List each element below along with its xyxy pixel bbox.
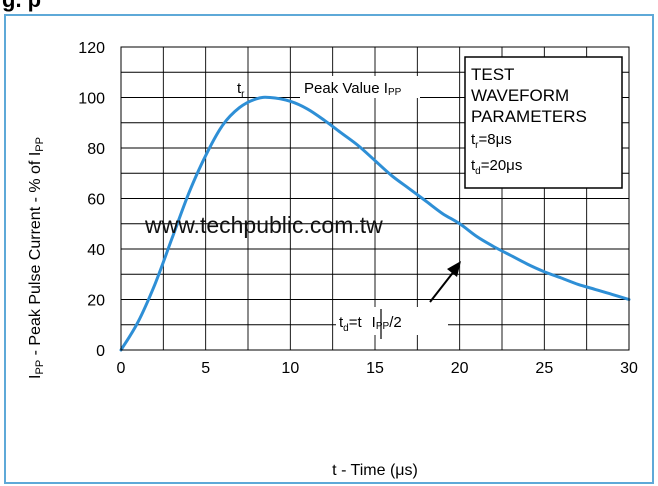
y-tick-label: 100 xyxy=(78,91,105,108)
legend-tr-param: tr=8μs xyxy=(471,131,512,151)
tr-annotation: tr xyxy=(237,80,245,100)
y-tick-labels: 0 20 40 60 80 100 120 xyxy=(78,40,105,360)
legend-box: TEST WAVEFORM PARAMETERS tr=8μs td=20μs xyxy=(464,56,623,189)
cropped-header-text: g. p xyxy=(2,0,41,13)
x-tick-label: 5 xyxy=(201,360,210,377)
x-tick-labels: 0 5 10 15 20 25 30 xyxy=(117,360,638,377)
td-annotation: td=t IPP/2 xyxy=(339,314,402,334)
td-label-background xyxy=(336,307,448,335)
legend-line-1: TEST xyxy=(471,65,514,84)
series-layer xyxy=(119,95,631,352)
x-tick-label: 25 xyxy=(535,360,553,377)
legend-td-param: td=20μs xyxy=(471,157,522,177)
y-tick-label: 80 xyxy=(87,141,105,158)
td-arrow-head xyxy=(447,261,461,277)
y-tick-label: 60 xyxy=(87,192,105,209)
peak-label-background xyxy=(300,76,420,98)
x-tick-label: 20 xyxy=(451,360,469,377)
x-tick-label: 15 xyxy=(366,360,384,377)
x-tick-label: 10 xyxy=(281,360,299,377)
x-tick-label: 30 xyxy=(620,360,638,377)
header-strip: g. p xyxy=(0,0,440,13)
legend-line-2: WAVEFORM xyxy=(471,86,569,105)
peak-value-annotation: Peak Value IPP xyxy=(304,80,402,98)
y-axis-title: IPP - Peak Pulse Current - % of IPP xyxy=(27,137,46,379)
watermark-text: www.techpublic.com.tw xyxy=(144,212,383,238)
plot-area-border xyxy=(120,46,630,351)
td-arrow-line xyxy=(429,269,456,303)
y-tick-label: 0 xyxy=(96,343,105,360)
legend-box-border xyxy=(464,56,623,189)
legend-line-3: PARAMETERS xyxy=(471,107,587,126)
y-tick-label: 20 xyxy=(87,293,105,310)
x-axis-title: t - Time (μs) xyxy=(332,462,418,479)
y-tick-label: 120 xyxy=(78,40,105,57)
y-tick-label: 40 xyxy=(87,242,105,259)
x-tick-label: 0 xyxy=(117,360,126,377)
current-waveform-line xyxy=(119,95,631,352)
